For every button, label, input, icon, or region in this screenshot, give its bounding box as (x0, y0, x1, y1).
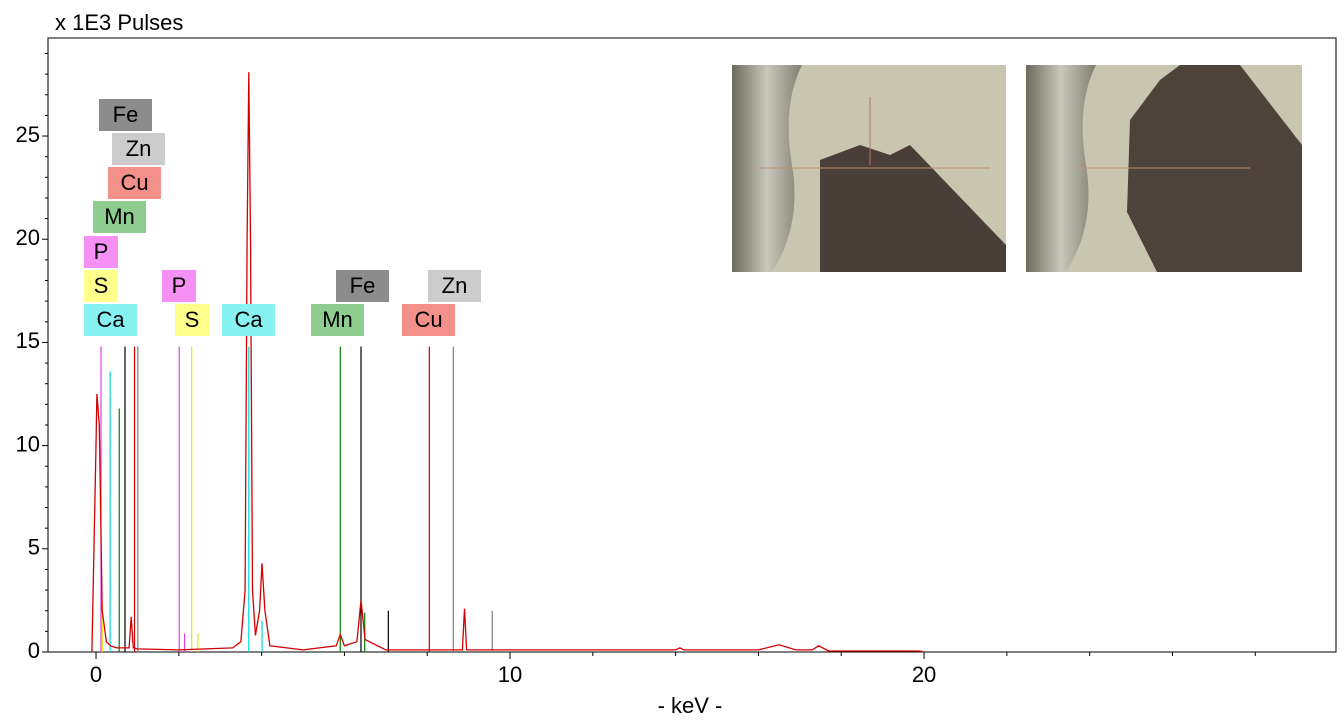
element-label: Ca (84, 304, 137, 336)
element-label: Ca (222, 304, 275, 336)
element-label-box (311, 304, 364, 336)
element-label-box (428, 270, 481, 302)
y-tick-label: 25 (16, 122, 40, 147)
element-label-text: Fe (113, 102, 139, 127)
element-label-text: Zn (126, 136, 152, 161)
element-label: Mn (311, 304, 364, 336)
element-label-text: S (185, 307, 200, 332)
element-label-box (336, 270, 389, 302)
element-label-box (84, 270, 118, 302)
y-axis-title: x 1E3 Pulses (55, 10, 183, 35)
photo-2 (1026, 65, 1302, 272)
element-label-box (112, 133, 165, 165)
element-label-text: S (94, 273, 109, 298)
element-label: P (162, 270, 196, 302)
element-label-text: Mn (104, 204, 135, 229)
element-label-text: P (94, 239, 109, 264)
element-label: Fe (336, 270, 389, 302)
y-tick-label: 5 (28, 535, 40, 560)
element-label: P (84, 236, 118, 268)
element-label-box (175, 304, 209, 336)
element-label-text: Mn (322, 307, 353, 332)
element-label: S (175, 304, 209, 336)
element-label-box (84, 236, 118, 268)
x-tick-label: 10 (498, 662, 522, 687)
spectrum-line (91, 72, 925, 653)
element-label: Fe (99, 99, 152, 131)
element-label-box (222, 304, 275, 336)
x-tick-label: 0 (90, 662, 102, 687)
y-tick-label: 0 (28, 638, 40, 663)
x-axis-title: - keV - (658, 693, 723, 718)
element-label-box (84, 304, 137, 336)
element-label-text: Ca (96, 307, 125, 332)
y-tick-label: 20 (16, 225, 40, 250)
element-label-text: Fe (350, 273, 376, 298)
element-label-box (402, 304, 455, 336)
element-label-text: Ca (234, 307, 263, 332)
element-label-text: P (172, 273, 187, 298)
element-label: Zn (428, 270, 481, 302)
element-label-box (93, 201, 146, 233)
element-label: Zn (112, 133, 165, 165)
photo-1 (732, 65, 1006, 272)
element-label-text: Zn (442, 273, 468, 298)
element-label: S (84, 270, 118, 302)
x-tick-label: 20 (912, 662, 936, 687)
y-tick-label: 15 (16, 328, 40, 353)
element-label: Cu (108, 167, 161, 199)
element-label-text: Cu (414, 307, 442, 332)
element-label: Cu (402, 304, 455, 336)
y-tick-label: 10 (16, 431, 40, 456)
element-label-box (162, 270, 196, 302)
element-label-box (108, 167, 161, 199)
element-label-text: Cu (120, 170, 148, 195)
element-label-box (99, 99, 152, 131)
element-label: Mn (93, 201, 146, 233)
